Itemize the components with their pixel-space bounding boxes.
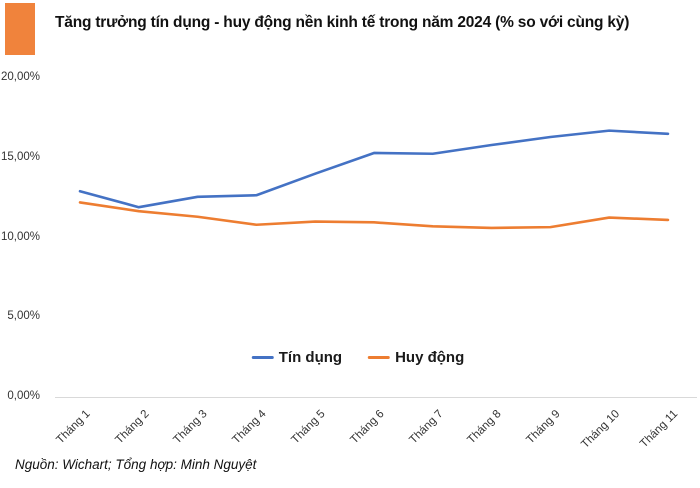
y-axis-label: 10,00% xyxy=(0,230,40,243)
chart-legend: Tín dụng Huy động xyxy=(251,349,464,366)
y-axis-label: 5,00% xyxy=(7,310,40,323)
chart-title: Tăng trưởng tín dụng - huy động nền kinh… xyxy=(55,14,630,31)
x-axis-line xyxy=(55,397,697,398)
legend-label-huy-dong: Huy động xyxy=(395,349,465,366)
legend-label-tin-dung: Tín dụng xyxy=(278,349,343,366)
legend-swatch-tin-dung xyxy=(251,356,274,359)
series-line-huy-dong xyxy=(78,201,670,230)
legend-item-tin-dung: Tín dụng xyxy=(251,349,343,366)
legend-swatch-huy-dong xyxy=(368,356,391,359)
legend-item-huy-dong: Huy động xyxy=(368,349,464,366)
source-note: Nguồn: Wichart; Tổng hợp: Minh Nguyệt xyxy=(15,457,257,472)
title-accent-square xyxy=(5,3,35,55)
y-axis-label: 15,00% xyxy=(0,150,40,163)
y-axis-label: 20,00% xyxy=(0,71,40,83)
series-line-tin-dung xyxy=(78,129,670,209)
y-axis-label: 0,00% xyxy=(7,390,40,402)
